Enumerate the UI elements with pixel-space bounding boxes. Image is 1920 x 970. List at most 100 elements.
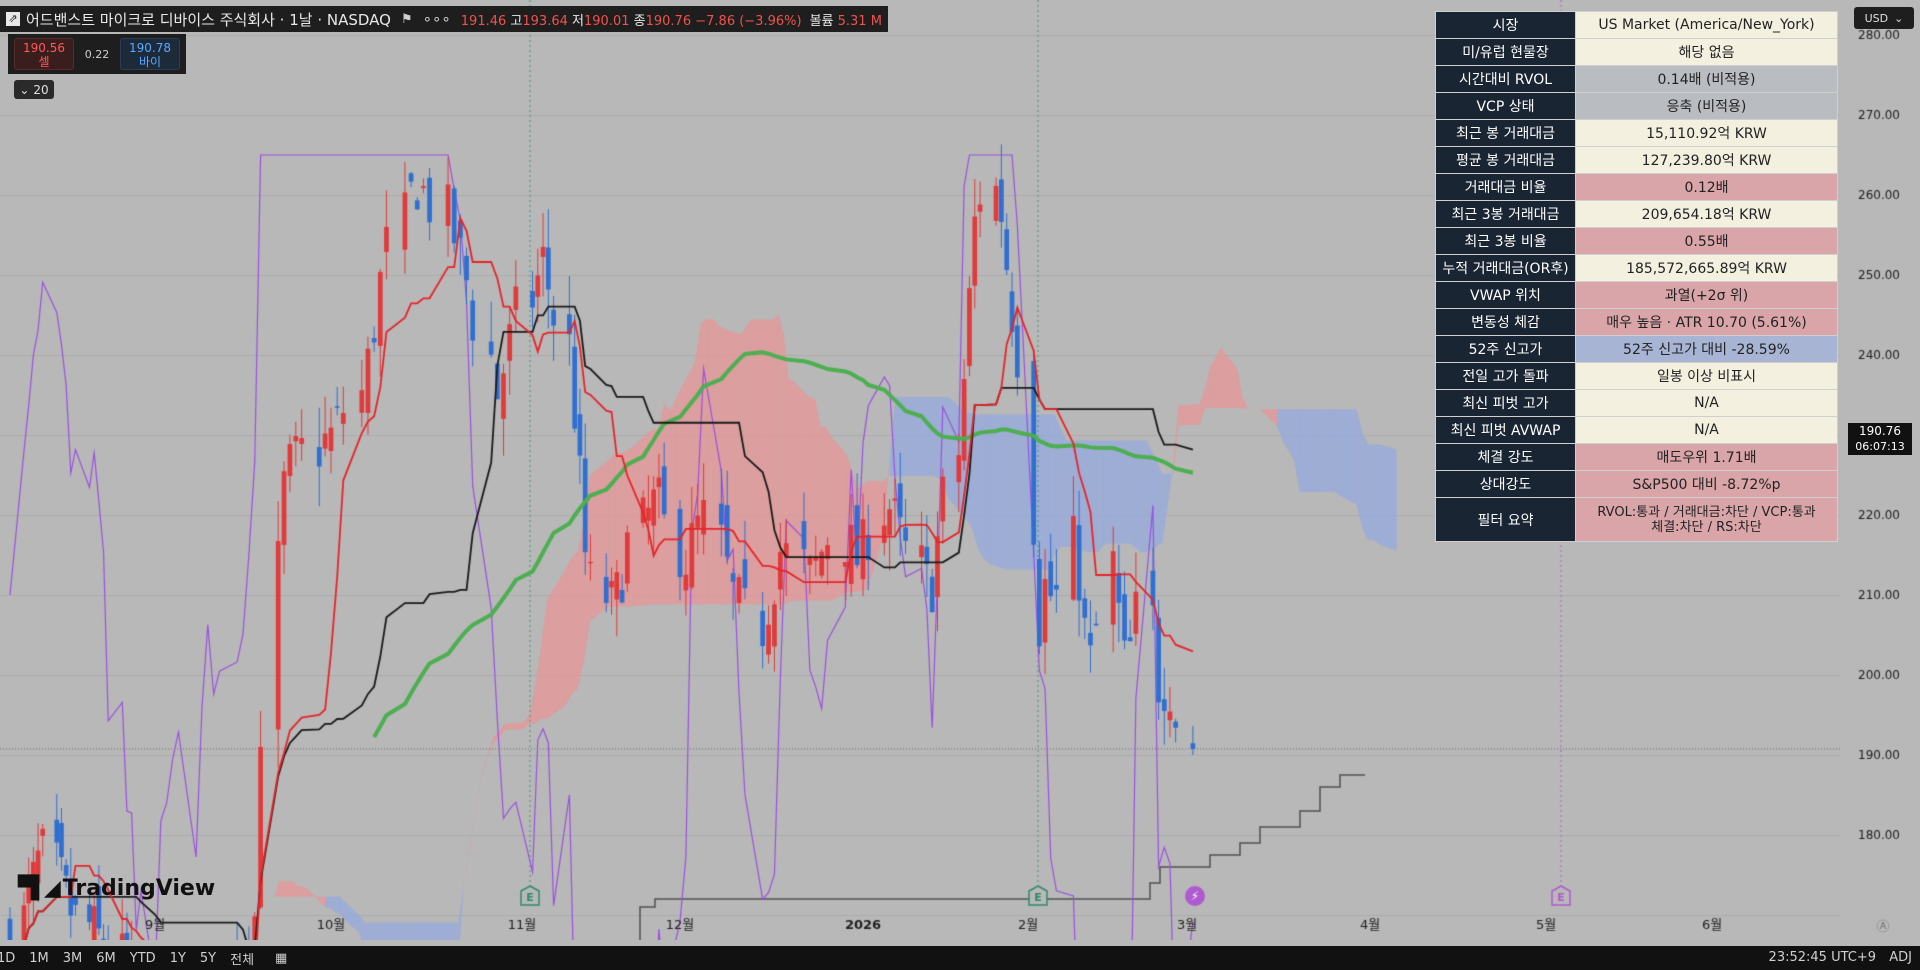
info-key: 전일 고가 돌파	[1435, 362, 1576, 390]
info-key: 미/유럽 현물장	[1435, 38, 1576, 66]
ohlc-values: 191.46 고193.64 저190.01 종190.76 −7.86 (−3…	[461, 10, 802, 29]
spread-value: 0.22	[84, 47, 110, 61]
sell-price: 190.56	[23, 41, 65, 55]
symbol-header[interactable]: ⇗ 어드밴스트 마이크로 디바이스 주식회사 · 1날 · NASDAQ ⚑ ∘…	[0, 6, 888, 32]
info-value: 127,239.80억 KRW	[1575, 146, 1838, 174]
sell-button[interactable]: 190.56 셀	[14, 38, 74, 70]
range-1d[interactable]: 1D	[0, 950, 16, 966]
info-row: 평균 봉 거래대금 127,239.80억 KRW	[1435, 146, 1838, 174]
info-value: 0.55배	[1575, 227, 1838, 255]
info-value: 0.12배	[1575, 173, 1838, 201]
info-key: 체결 강도	[1435, 443, 1576, 471]
sell-label: 셀	[38, 55, 50, 69]
info-row: 변동성 체감 매우 높음 · ATR 10.70 (5.61%)	[1435, 308, 1838, 336]
info-key: VCP 상태	[1435, 92, 1576, 120]
info-row: VCP 상태 응축 (비적용)	[1435, 92, 1838, 120]
range-all[interactable]: 전체	[230, 952, 255, 968]
change-value: −7.86 (−3.96%)	[695, 13, 802, 29]
info-key: 52주 신고가	[1435, 335, 1576, 363]
info-key: 시장	[1435, 11, 1576, 39]
info-row: 최신 피벗 AVWAP N/A	[1435, 416, 1838, 444]
indicator-count: 20	[33, 82, 49, 97]
buy-button[interactable]: 190.78 바이	[120, 38, 180, 70]
info-row: 누적 거래대금(OR후) 185,572,665.89억 KRW	[1435, 254, 1838, 282]
info-value: US Market (America/New_York)	[1575, 11, 1838, 39]
info-row: 필터 요약 RVOL:통과 / 거래대금:차단 / VCP:통과 체결:차단 / …	[1435, 497, 1838, 542]
info-value: RVOL:통과 / 거래대금:차단 / VCP:통과 체결:차단 / RS:차단	[1575, 497, 1838, 542]
last-price: 190.76	[1859, 424, 1901, 438]
tradingview-logo-icon: ▀▌◢	[18, 876, 61, 901]
info-key: 최근 3봉 비율	[1435, 227, 1576, 255]
close-value: 190.76	[645, 13, 692, 29]
range-3m[interactable]: 3M	[62, 950, 83, 966]
buy-price: 190.78	[129, 41, 171, 55]
chevron-down-icon: ⌄	[19, 82, 30, 97]
close-label: 종	[633, 13, 646, 29]
last-price-badge: 190.76 06:07:13	[1848, 423, 1912, 455]
info-row: 체결 강도 매도우위 1.71배	[1435, 443, 1838, 471]
info-row: 52주 신고가 52주 신고가 대비 -28.59%	[1435, 335, 1838, 363]
info-key: 필터 요약	[1435, 497, 1576, 542]
range-ytd[interactable]: YTD	[129, 950, 156, 966]
chevron-down-icon: ⌄	[1894, 11, 1904, 25]
buy-label: 바이	[138, 55, 162, 69]
watermark-text: TradingView	[62, 876, 216, 901]
info-row: 상대강도 S&P500 대비 -8.72%p	[1435, 470, 1838, 498]
info-value: 185,572,665.89억 KRW	[1575, 254, 1838, 282]
range-6m[interactable]: 6M	[96, 950, 116, 966]
info-value: 과열(+2σ 위)	[1575, 281, 1838, 309]
info-key: 누적 거래대금(OR후)	[1435, 254, 1576, 282]
info-value: 0.14배 (비적용)	[1575, 65, 1838, 93]
currency-label: USD	[1864, 11, 1889, 25]
volume-value: 5.31 M	[837, 13, 882, 29]
currency-selector[interactable]: USD ⌄	[1854, 7, 1914, 29]
adj-toggle[interactable]: ADJ	[1889, 950, 1912, 965]
bar-countdown: 06:07:13	[1855, 440, 1905, 453]
info-row: 최근 봉 거래대금 15,110.92억 KRW	[1435, 119, 1838, 147]
info-row: 미/유럽 현물장 해당 없음	[1435, 38, 1838, 66]
clock[interactable]: 23:52:45 UTC+9	[1768, 950, 1876, 965]
info-key: 평균 봉 거래대금	[1435, 146, 1576, 174]
info-key: 최신 피벗 고가	[1435, 389, 1576, 417]
info-key: 최신 피벗 AVWAP	[1435, 416, 1576, 444]
info-value: N/A	[1575, 416, 1838, 444]
info-key: VWAP 위치	[1435, 281, 1576, 309]
info-value: 해당 없음	[1575, 38, 1838, 66]
volume-block: 볼륨 5.31 M	[810, 10, 882, 29]
info-value: N/A	[1575, 389, 1838, 417]
range-5y[interactable]: 5Y	[199, 950, 217, 966]
symbol-title[interactable]: 어드밴스트 마이크로 디바이스 주식회사 · 1날 · NASDAQ	[26, 10, 391, 29]
info-value: 매도우위 1.71배	[1575, 443, 1838, 471]
bottom-toolbar: 1D 1M 3M 6M YTD 1Y 5Y 전체 ▦ 23:52:45 UTC+…	[0, 946, 1920, 970]
info-key: 변동성 체감	[1435, 308, 1576, 336]
info-row: 최신 피벗 고가 N/A	[1435, 389, 1838, 417]
info-key: 최근 3봉 거래대금	[1435, 200, 1576, 228]
info-row: 거래대금 비율 0.12배	[1435, 173, 1838, 201]
indicators-toggle-button[interactable]: ⌄ 20	[14, 80, 54, 99]
calendar-icon[interactable]: ▦	[275, 950, 288, 966]
info-value: 매우 높음 · ATR 10.70 (5.61%)	[1575, 308, 1838, 336]
info-row: 시장 US Market (America/New_York)	[1435, 11, 1838, 39]
info-row: 시간대비 RVOL 0.14배 (비적용)	[1435, 65, 1838, 93]
info-key: 거래대금 비율	[1435, 173, 1576, 201]
info-row: 전일 고가 돌파 일봉 이상 비표시	[1435, 362, 1838, 390]
symbol-logo-icon: ⇗	[6, 12, 20, 26]
high-value: 193.64	[522, 13, 568, 29]
range-1m[interactable]: 1M	[29, 950, 49, 966]
info-row: VWAP 위치 과열(+2σ 위)	[1435, 281, 1838, 309]
screener-info-table: 시장 US Market (America/New_York) 미/유럽 현물장 해당…	[1435, 11, 1838, 542]
info-value: 209,654.18억 KRW	[1575, 200, 1838, 228]
info-value: 52주 신고가 대비 -28.59%	[1575, 335, 1838, 363]
range-1y[interactable]: 1Y	[169, 950, 186, 966]
trade-panel: 190.56 셀 0.22 190.78 바이	[8, 34, 186, 74]
info-key: 상대강도	[1435, 470, 1576, 498]
more-icon[interactable]: ∘∘∘	[422, 10, 451, 28]
flag-icon[interactable]: ⚑	[400, 11, 413, 27]
info-key: 최근 봉 거래대금	[1435, 119, 1576, 147]
info-value: S&P500 대비 -8.72%p	[1575, 470, 1838, 498]
tradingview-watermark[interactable]: ▀▌◢ TradingView	[18, 876, 215, 901]
info-row: 최근 3봉 비율 0.55배	[1435, 227, 1838, 255]
low-value: 190.01	[584, 13, 630, 29]
info-key: 시간대비 RVOL	[1435, 65, 1576, 93]
info-row: 최근 3봉 거래대금 209,654.18억 KRW	[1435, 200, 1838, 228]
